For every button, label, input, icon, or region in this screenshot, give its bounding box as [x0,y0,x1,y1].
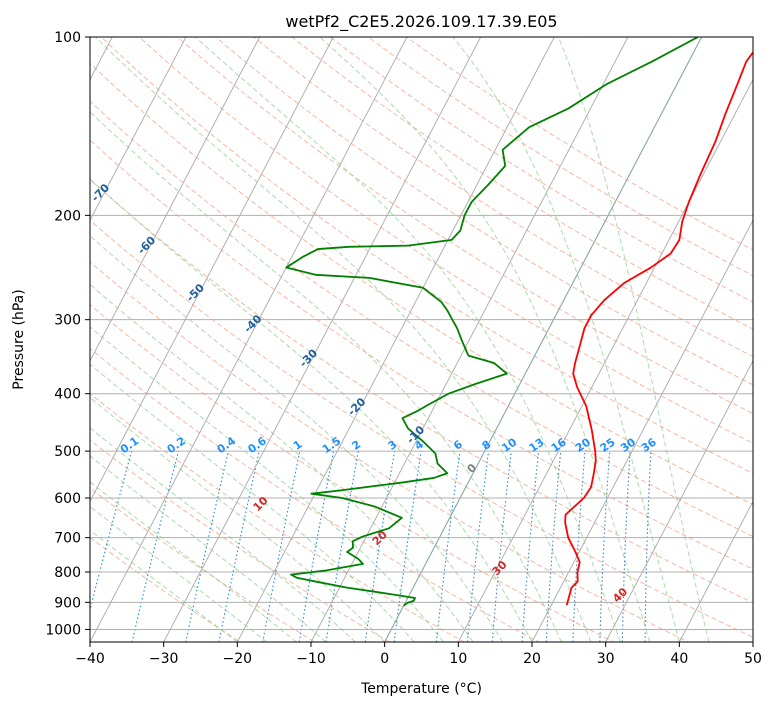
moist-adiabat-line [557,37,710,642]
mixing-ratio-line [572,451,586,642]
moist-adiabats [90,37,710,642]
y-tick-label: 700 [54,531,81,547]
dry-adiabat-line [90,487,316,642]
moist-adiabat-line [90,505,268,642]
x-tick-label: 30 [597,651,615,667]
dry-adiabat-line [368,37,753,277]
dry-adiabat-line [100,37,753,475]
x-axis-label: Temperature (°C) [360,681,482,697]
isotherms [90,37,753,642]
isotherm-line [531,219,753,642]
moist-adiabat-line [319,37,651,642]
x-tick-label: −20 [223,651,253,667]
moist-adiabat-line [90,326,444,642]
moist-adiabat-line [90,455,327,642]
moist-adiabat-line [95,37,592,642]
dry-adiabat-line [139,37,753,444]
mixing-ratio-lines [90,450,652,642]
isotherm-line [457,78,753,642]
x-tick-label: −30 [149,651,179,667]
x-tick-label: 10 [449,651,467,667]
mixing-ratio-line [90,450,133,612]
mixing-ratio-line [262,450,301,642]
isotherm-line [605,359,753,642]
moist-adiabat-line [90,283,474,642]
y-tick-label: 300 [54,313,81,329]
pressure-gridlines [90,37,753,630]
y-tick-label: 800 [54,565,81,581]
mixing-ratio-line [599,451,611,642]
dry-adiabat-line [90,392,466,642]
isotherm-line [236,37,555,642]
plot-frame [89,36,754,643]
moist-adiabat-line [90,481,297,642]
zero-isotherm-line [384,37,703,642]
x-tick-label: −40 [75,651,105,667]
dry-adiabat-line [215,37,753,386]
x-tick-label: 20 [523,651,541,667]
moist-adiabat-line [90,396,386,642]
dewpoint-profile-line [285,37,699,607]
dry-adiabat-line [253,37,753,358]
dry-adiabat-line [406,37,753,251]
dry-adiabat-line [177,37,753,415]
mixing-ratio-line [185,450,229,642]
isotherm-line [90,37,408,642]
moist-adiabat-line [90,178,533,642]
y-axis-label: Pressure (hPa) [11,289,27,389]
dry-adiabat-line [90,261,690,642]
y-axis-ticks: 1000 900 800 700 600 500 400 300 200 100 [45,30,90,638]
moist-adiabat-line [90,363,415,642]
dry-adiabats [90,37,753,642]
dry-adiabat-line [90,439,391,642]
x-tick-label: 50 [744,651,762,667]
sounding-profiles [285,37,753,607]
moist-adiabat-line [90,235,503,642]
dry-adiabat-line [329,37,753,303]
isotherm-line [310,37,629,642]
mixing-ratio-line [218,450,260,642]
x-tick-label: 0 [380,651,389,667]
moist-adiabat-line [90,111,562,642]
y-tick-label: 100 [54,30,81,46]
plot-area: 0.10.20.40.611.52346810131620253036-100-… [90,37,753,642]
isotherm-line [90,37,187,222]
x-tick-label: 40 [670,651,688,667]
isotherm-line [90,37,261,362]
dry-adiabat-line [90,303,615,642]
dry-adiabat-line [90,178,753,604]
x-axis-ticks: −40 −30 −20 −10 0 10 20 30 40 50 [75,642,762,667]
dry-adiabat-line [90,347,540,642]
y-tick-label: 600 [54,491,81,507]
chart-title: wetPf2_C2E5.2026.109.17.39.E05 [285,12,557,32]
y-tick-label: 500 [54,444,81,460]
isotherm-line [163,37,482,642]
isotherm-line [90,37,334,503]
y-tick-label: 900 [54,595,81,611]
mixing-ratio-line [131,450,179,642]
mixing-ratio-line [644,451,652,642]
moist-adiabat-line [452,37,680,642]
moist-adiabat-line [195,37,621,642]
y-tick-label: 1000 [45,622,81,638]
x-tick-label: −10 [296,651,326,667]
isotherm-line [678,500,753,642]
y-tick-label: 400 [54,387,81,403]
y-tick-label: 200 [54,208,81,224]
temperature-profile-line [564,50,753,606]
mixing-ratio-line [545,451,562,642]
mixing-ratio-line [621,451,631,642]
